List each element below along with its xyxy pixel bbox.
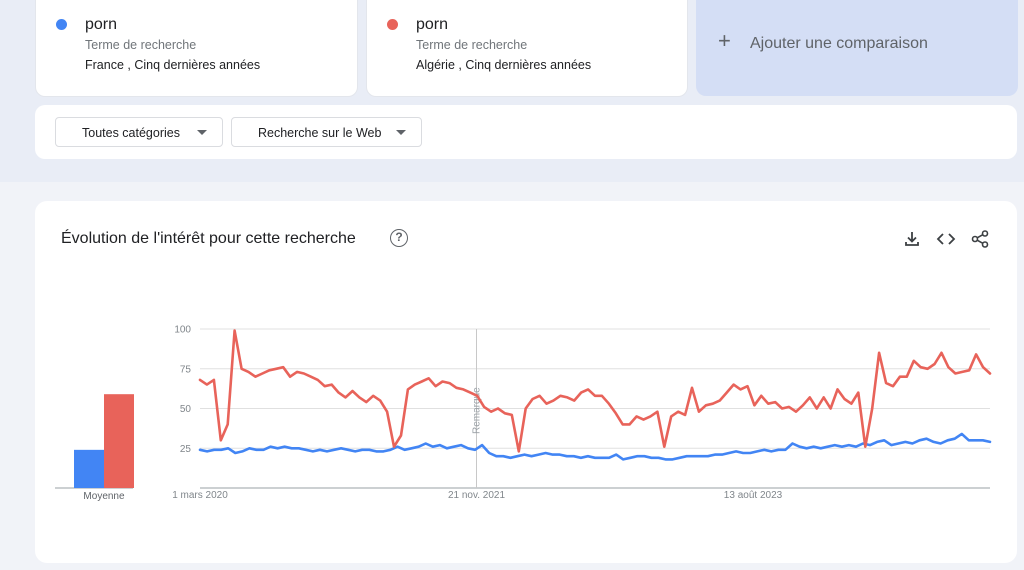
average-label: Moyenne <box>83 491 125 502</box>
x-tick-label: 13 août 2023 <box>724 490 783 501</box>
x-tick-label: 1 mars 2020 <box>172 490 228 501</box>
search-term-card-1[interactable]: porn Terme de recherche France , Cinq de… <box>35 0 358 97</box>
y-tick-label: 100 <box>174 325 191 336</box>
search-term-type: Terme de recherche <box>85 38 197 52</box>
embed-code-icon[interactable] <box>936 229 956 249</box>
search-type-dropdown[interactable]: Recherche sur le Web <box>231 117 422 147</box>
filter-bar: Toutes catégories Recherche sur le Web <box>35 105 1017 159</box>
x-tick-label: 21 nov. 2021 <box>448 490 506 501</box>
add-comparison-button[interactable]: + Ajouter une comparaison <box>696 0 1018 96</box>
add-comparison-label: Ajouter une comparaison <box>750 35 928 52</box>
y-tick-label: 50 <box>180 404 192 415</box>
search-term-card-2[interactable]: porn Terme de recherche Algérie , Cinq d… <box>366 0 688 97</box>
caret-down-icon <box>197 130 207 135</box>
search-term-region[interactable]: France , Cinq dernières années <box>85 58 261 72</box>
y-tick-label: 75 <box>180 364 192 375</box>
plus-icon: + <box>718 28 731 53</box>
average-bar-1 <box>74 449 104 488</box>
category-dropdown-label: Toutes catégories <box>82 126 180 140</box>
series-color-dot <box>387 19 398 30</box>
download-icon[interactable] <box>902 229 922 249</box>
caret-down-icon <box>396 130 406 135</box>
average-bar-2 <box>104 394 134 488</box>
series-line-2 <box>198 329 992 453</box>
interest-line-chart: 100 75 50 25 Remarque 1 mars 2020 21 nov. 2021… <box>55 325 992 502</box>
search-term-name[interactable]: porn <box>416 16 449 33</box>
search-type-dropdown-label: Recherche sur le Web <box>258 126 382 140</box>
search-term-type: Terme de recherche <box>416 38 528 52</box>
y-tick-label: 25 <box>180 444 192 455</box>
series-color-dot <box>56 19 67 30</box>
interest-over-time-card: Évolution de l'intérêt pour cette recher… <box>35 201 1017 563</box>
help-icon[interactable]: ? <box>390 229 408 247</box>
chart-title: Évolution de l'intérêt pour cette recher… <box>61 230 356 247</box>
note-marker-label: Remarque <box>472 387 483 434</box>
search-term-name[interactable]: porn <box>85 16 118 33</box>
series-line-1 <box>198 432 992 461</box>
category-dropdown[interactable]: Toutes catégories <box>55 117 223 147</box>
share-icon[interactable] <box>970 229 990 249</box>
search-term-region[interactable]: Algérie , Cinq dernières années <box>416 58 592 72</box>
